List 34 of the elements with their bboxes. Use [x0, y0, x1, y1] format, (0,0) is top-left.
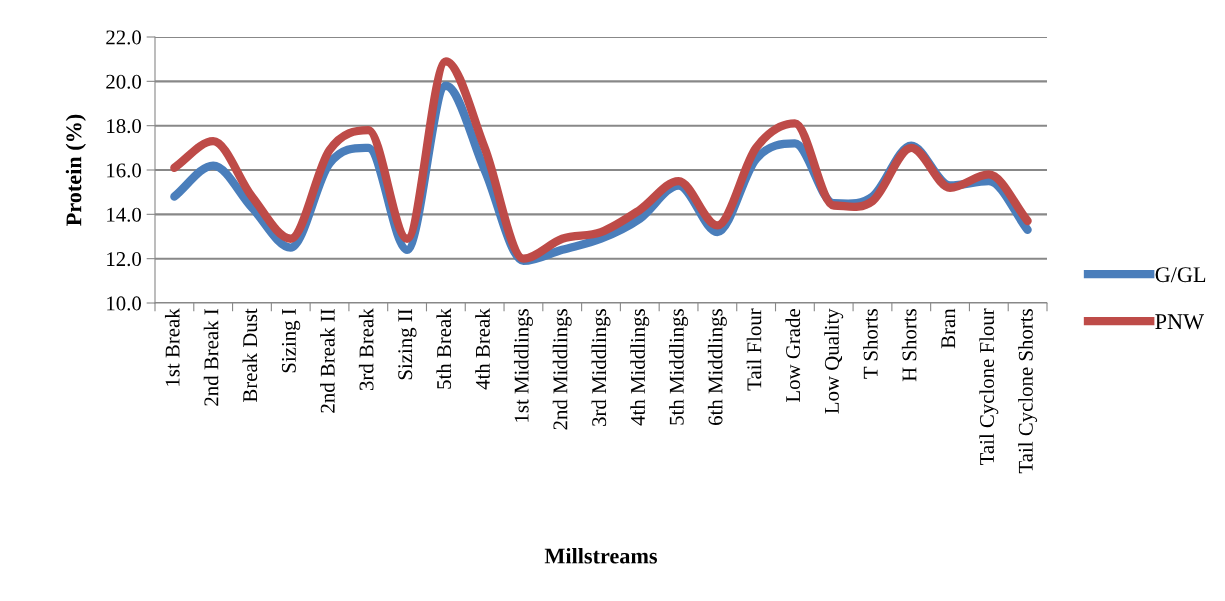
x-tick-label: 3rd Break: [358, 308, 374, 391]
y-tick-label: 14.0: [107, 207, 142, 222]
y-tick-label: 12.0: [107, 252, 142, 267]
x-tick-label: T Shorts: [863, 309, 878, 379]
x-tick-label: 4th Middlings: [630, 309, 650, 426]
x-tick-label: Low Quality: [824, 308, 844, 414]
y-tick-label: 20.0: [106, 74, 142, 89]
x-tick-label: Low Grade: [785, 309, 801, 403]
x-tick-label: 5th Middlings: [669, 309, 689, 425]
x-tick-label: Sizing I: [281, 309, 301, 373]
y-tick-label: 18.0: [107, 119, 142, 134]
x-tick-label: Tail Cyclone Shorts: [1018, 309, 1038, 474]
y-tick-label: 16.0: [107, 163, 142, 178]
x-tick-label: 5th Break: [436, 308, 452, 389]
x-tick-label: 2nd Break I: [203, 309, 219, 406]
x-tick-label: Sizing II: [398, 309, 417, 380]
x-tick-label: Break Dust: [242, 308, 258, 403]
legend-label: G/GL: [1155, 267, 1206, 283]
y-tick-label: 10.0: [107, 296, 142, 311]
x-tick-label: 2nd Break II: [320, 309, 335, 413]
y-axis-title: Protein (%): [65, 114, 86, 226]
x-axis-title: Millstreams: [544, 547, 658, 564]
y-tick-label: 22.0: [106, 30, 142, 45]
x-tick-label: 2nd Middlings: [552, 309, 572, 430]
x-tick-label: Tail Flour: [746, 308, 762, 391]
x-tick-label: Bran: [941, 308, 956, 349]
legend-label: PNW: [1155, 314, 1204, 330]
x-tick-label: 6th Middlings: [707, 309, 727, 425]
x-tick-label: 1st Break: [164, 308, 180, 386]
x-tick-label: Tail Cyclone Flour: [979, 308, 999, 466]
x-tick-label: 3rd Middlings: [591, 309, 611, 426]
x-tick-label: H Shorts: [901, 309, 917, 382]
x-tick-label: 4th Break: [475, 308, 490, 390]
x-tick-label: 1st Middlings: [513, 309, 533, 422]
